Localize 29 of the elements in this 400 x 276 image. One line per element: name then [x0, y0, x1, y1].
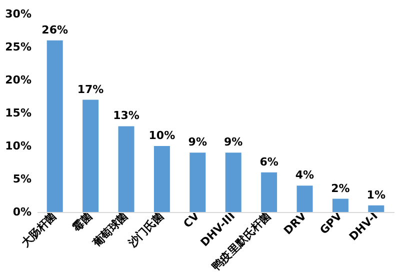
bar — [332, 198, 348, 212]
data-label: 9% — [188, 136, 207, 149]
y-tick-label: 15% — [5, 106, 32, 120]
bar — [261, 172, 278, 212]
x-tick-label: CV — [180, 209, 202, 230]
bar — [82, 100, 99, 212]
y-tick-label: 20% — [5, 74, 32, 86]
bar — [46, 40, 63, 212]
bar — [296, 186, 313, 212]
y-tick-label: 10% — [5, 140, 32, 152]
bar — [368, 205, 384, 212]
data-label: 17% — [77, 82, 104, 96]
data-label: 10% — [148, 129, 176, 142]
data-label: 1% — [366, 188, 386, 202]
y-tick-label: 0% — [12, 206, 32, 218]
data-label: 26% — [42, 23, 68, 36]
y-tick-label: 5% — [12, 172, 32, 186]
data-label: 4% — [295, 168, 314, 182]
y-tick-label: 30% — [5, 8, 32, 20]
data-label: 2% — [331, 182, 350, 195]
data-label: 13% — [113, 109, 140, 122]
data-label: 9% — [224, 136, 243, 149]
data-label: 6% — [260, 155, 278, 168]
x-tick-label: 霉菌 — [70, 210, 95, 234]
bar — [118, 126, 134, 212]
bar — [190, 152, 206, 212]
y-tick-label: 25% — [5, 40, 32, 54]
bar — [154, 146, 170, 212]
bar — [225, 152, 242, 212]
